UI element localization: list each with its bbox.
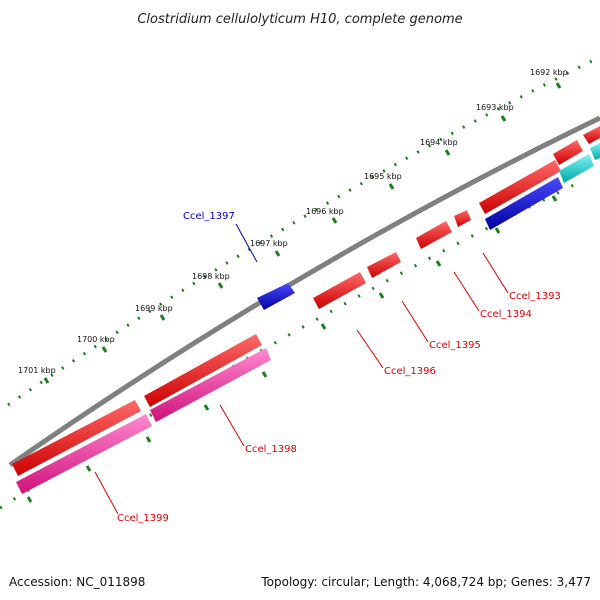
kbp-label: 1695 kbp — [364, 172, 402, 181]
gene-red-right-3[interactable] — [583, 126, 600, 144]
inner-major-ticks — [26, 195, 558, 503]
gene-ccel-1399[interactable] — [12, 400, 141, 476]
gene-label[interactable]: Ccel_1397 — [183, 211, 235, 222]
kbp-label: 1698 kbp — [192, 272, 230, 281]
gene-label[interactable]: Ccel_1398 — [245, 444, 297, 455]
kbp-label: 1697 kbp — [250, 239, 288, 248]
leader-line-blue — [235, 223, 258, 263]
gene-cyan-right-1[interactable] — [559, 154, 594, 183]
gene-ccel-1393[interactable] — [454, 210, 471, 227]
forward-genes — [12, 126, 600, 476]
gene-ccel-1397[interactable] — [257, 283, 295, 310]
gene-blue-right[interactable] — [485, 177, 563, 230]
gene-label[interactable]: Ccel_1393 — [509, 291, 561, 302]
gene-label[interactable]: Ccel_1399 — [117, 513, 169, 524]
kbp-label: 1699 kbp — [135, 304, 173, 313]
gene-label[interactable]: Ccel_1394 — [480, 309, 532, 320]
outer-major-ticks — [43, 82, 562, 384]
kbp-label: 1701 kbp — [18, 366, 56, 375]
map-title: Clostridium cellulolyticum H10, complete… — [137, 12, 462, 27]
kbp-label: 1693 kbp — [476, 103, 514, 112]
gene-label[interactable]: Ccel_1395 — [429, 340, 481, 351]
kbp-label: 1694 kbp — [420, 138, 458, 147]
gene-red-right-2[interactable] — [553, 140, 583, 165]
gene-ccel-1399-rev[interactable] — [16, 414, 152, 494]
kbp-label: 1700 kbp — [77, 335, 115, 344]
gene-label[interactable]: Ccel_1396 — [384, 366, 436, 377]
kbp-label: 1692 kbp — [530, 68, 568, 77]
gene-cyan-right-2[interactable] — [590, 143, 600, 160]
genome-summary-text: Topology: circular; Length: 4,068,724 bp… — [260, 575, 591, 589]
gene-ccel-1398-upper[interactable] — [144, 334, 262, 407]
gene-ccel-1395[interactable] — [367, 252, 401, 278]
gene-red-right-1[interactable] — [479, 160, 561, 214]
kbp-label: 1696 kbp — [306, 207, 344, 216]
genome-backbone — [8, 115, 600, 468]
leader-lines — [94, 252, 509, 515]
gene-ccel-1398[interactable] — [150, 348, 271, 422]
reverse-genes — [16, 143, 600, 494]
gene-ccel-1396[interactable] — [313, 272, 366, 309]
gene-ccel-1394[interactable] — [416, 221, 452, 249]
accession-text: Accession: NC_011898 — [9, 575, 145, 589]
